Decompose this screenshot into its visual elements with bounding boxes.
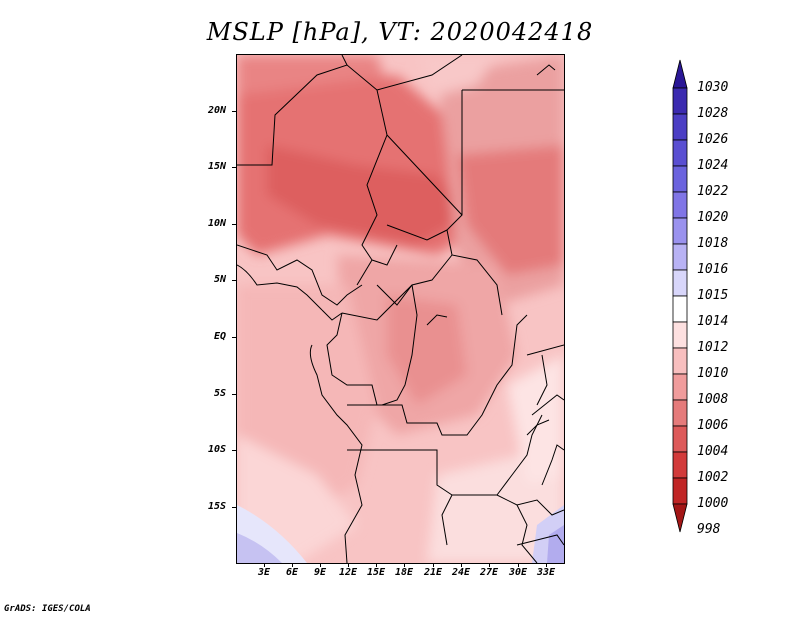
colorbar-swatch <box>672 243 688 271</box>
lat-label: 5N <box>213 274 226 285</box>
colorbar-label: 1030 <box>697 80 729 95</box>
colorbar-label: 1012 <box>697 340 729 355</box>
lat-label: 10S <box>207 444 226 455</box>
colorbar-swatch <box>672 165 688 193</box>
lon-tick <box>320 563 321 567</box>
colorbar-label: 1018 <box>697 236 729 251</box>
lon-tick <box>489 563 490 567</box>
colorbar-bottom-arrow <box>672 503 688 533</box>
colorbar-label: 1015 <box>697 288 729 303</box>
colorbar-swatch <box>672 139 688 167</box>
colorbar-label: 1010 <box>697 366 729 381</box>
colorbar-label: 1008 <box>697 392 729 407</box>
colorbar-swatch <box>672 451 688 479</box>
colorbar-label: 1016 <box>697 262 729 277</box>
lat-tick <box>232 507 236 508</box>
lat-tick <box>232 167 236 168</box>
colorbar-swatch <box>672 425 688 453</box>
colorbar <box>672 59 688 533</box>
lon-tick <box>348 563 349 567</box>
colorbar-swatch <box>672 217 688 245</box>
colorbar-swatch <box>672 113 688 141</box>
lon-tick <box>376 563 377 567</box>
lon-label: 6E <box>285 567 299 578</box>
colorbar-label: 1000 <box>697 496 729 511</box>
mslp-field <box>237 55 564 563</box>
colorbar-label: 1014 <box>697 314 729 329</box>
mslp-map <box>236 54 565 564</box>
lon-label: 30E <box>508 567 528 578</box>
lon-tick <box>433 563 434 567</box>
lon-label: 15E <box>366 567 386 578</box>
lon-label: 33E <box>536 567 556 578</box>
lat-tick <box>232 394 236 395</box>
lon-tick <box>518 563 519 567</box>
lon-label: 21E <box>423 567 443 578</box>
lat-label: EQ <box>213 331 226 342</box>
colorbar-swatch <box>672 347 688 375</box>
colorbar-swatch <box>672 373 688 401</box>
credit-text: GrADS: IGES/COLA <box>4 604 91 614</box>
lat-tick <box>232 280 236 281</box>
lat-label: 15N <box>207 161 226 172</box>
colorbar-swatch <box>672 399 688 427</box>
colorbar-label: 998 <box>697 522 721 537</box>
lon-label: 18E <box>394 567 414 578</box>
lat-tick <box>232 337 236 338</box>
colorbar-swatch <box>672 321 688 349</box>
lat-label: 5S <box>213 388 226 399</box>
colorbar-swatch <box>672 87 688 115</box>
lat-tick <box>232 224 236 225</box>
colorbar-label: 1002 <box>697 470 729 485</box>
colorbar-label: 1026 <box>697 132 729 147</box>
colorbar-swatch <box>672 295 688 323</box>
colorbar-label: 1022 <box>697 184 729 199</box>
lon-tick <box>461 563 462 567</box>
lat-tick <box>232 111 236 112</box>
colorbar-swatch <box>672 269 688 297</box>
colorbar-label: 1024 <box>697 158 729 173</box>
colorbar-label: 1006 <box>697 418 729 433</box>
lon-label: 9E <box>313 567 327 578</box>
colorbar-label: 1020 <box>697 210 729 225</box>
map-title: MSLP [hPa], VT: 2020042418 <box>206 18 594 46</box>
lat-label: 15S <box>207 501 226 512</box>
lon-label: 3E <box>257 567 271 578</box>
lon-label: 24E <box>451 567 471 578</box>
lon-label: 12E <box>338 567 358 578</box>
colorbar-top-arrow <box>672 59 688 89</box>
lon-tick <box>292 563 293 567</box>
lat-tick <box>232 450 236 451</box>
colorbar-label: 1004 <box>697 444 729 459</box>
lon-tick <box>264 563 265 567</box>
lat-label: 20N <box>207 105 226 116</box>
colorbar-swatch <box>672 191 688 219</box>
colorbar-swatch <box>672 477 688 505</box>
lat-label: 10N <box>207 218 226 229</box>
colorbar-label: 1028 <box>697 106 729 121</box>
lon-tick <box>404 563 405 567</box>
lon-label: 27E <box>479 567 499 578</box>
lon-tick <box>546 563 547 567</box>
